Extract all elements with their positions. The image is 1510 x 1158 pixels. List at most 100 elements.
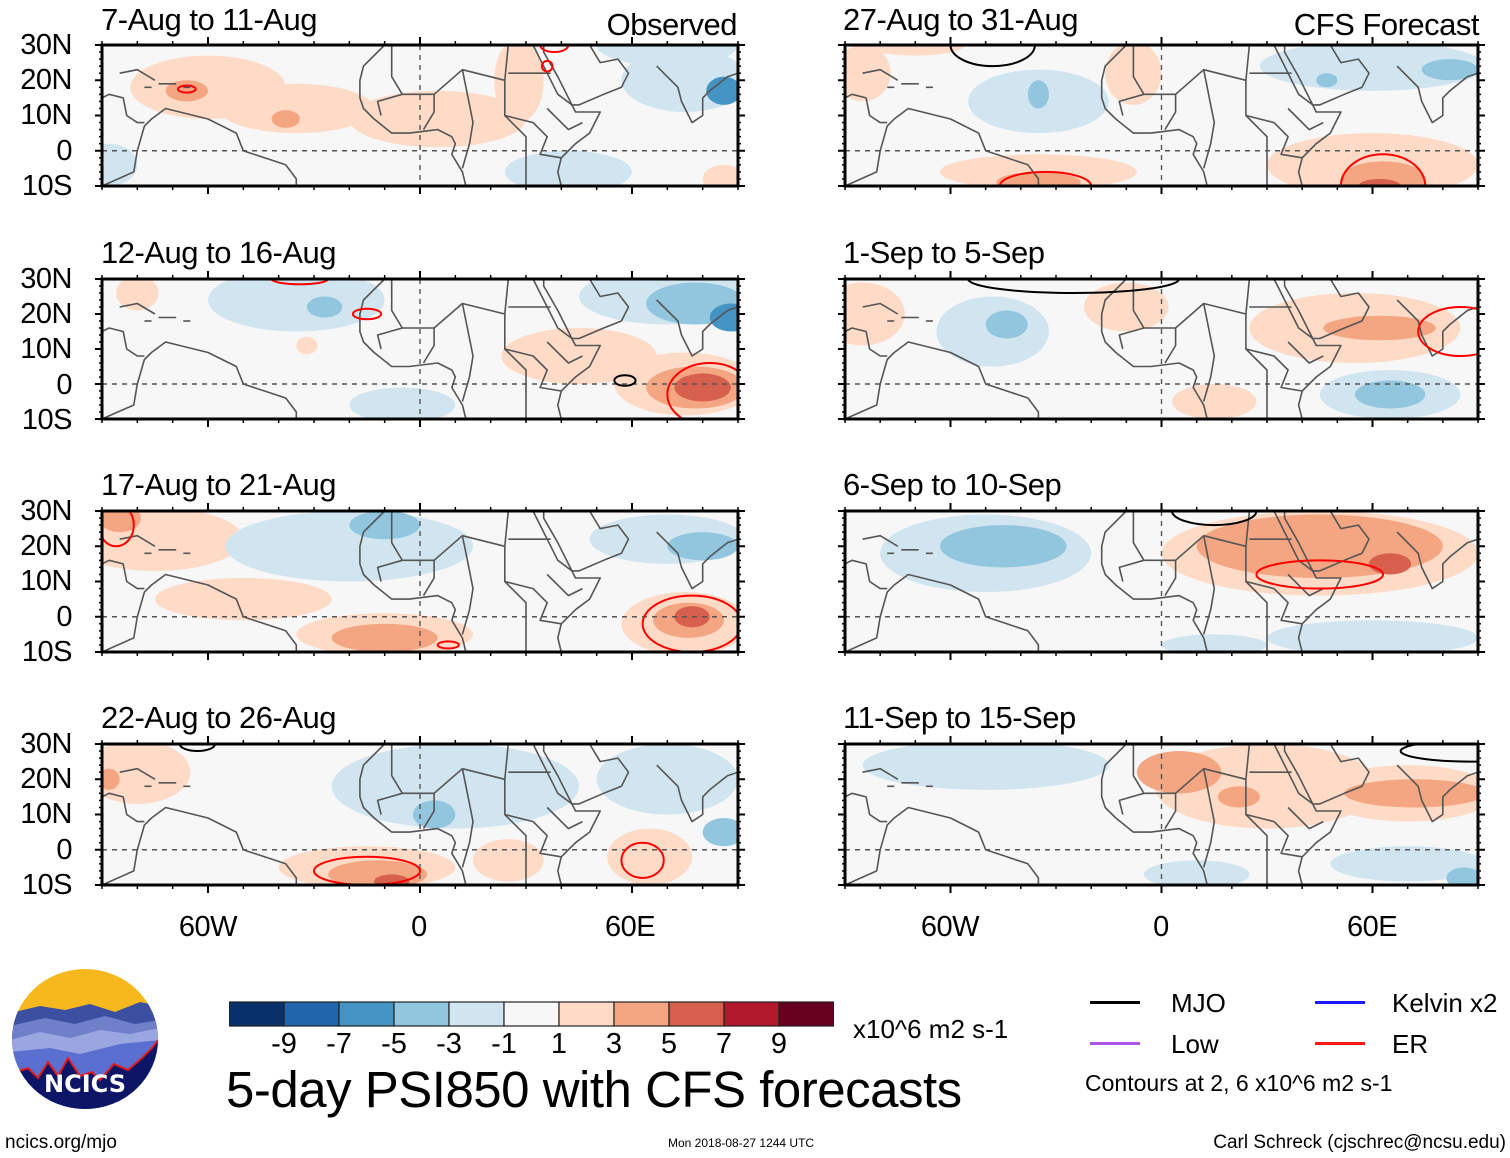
lat-tick-label: 10N bbox=[20, 99, 72, 132]
positive-anomaly-region bbox=[331, 623, 438, 652]
negative-anomaly-region bbox=[596, 45, 738, 67]
negative-anomaly-region bbox=[702, 818, 738, 847]
er-contour bbox=[666, 362, 738, 419]
coastline bbox=[1396, 65, 1478, 124]
coastline bbox=[532, 279, 601, 419]
lon-tick-label: 60W bbox=[920, 911, 980, 943]
negative-anomaly-region bbox=[349, 387, 456, 419]
mjo-contour bbox=[178, 744, 217, 753]
coastline bbox=[1273, 279, 1342, 419]
mjo-contour bbox=[967, 279, 1181, 294]
coastline bbox=[845, 806, 1040, 885]
colorbar-swatch bbox=[448, 1001, 505, 1027]
negative-anomaly-region bbox=[1316, 73, 1338, 88]
coastline bbox=[102, 341, 298, 419]
coastline bbox=[532, 744, 601, 885]
coastline bbox=[102, 93, 145, 124]
legend-label-kelvin: Kelvin x2 bbox=[1392, 988, 1498, 1018]
lat-tick-label: 10S bbox=[21, 635, 73, 668]
coastline bbox=[119, 302, 156, 315]
panel-title: 7-Aug to 11-Aug bbox=[101, 2, 317, 37]
coastline bbox=[422, 793, 435, 830]
coastline bbox=[1118, 792, 1145, 815]
coastline bbox=[504, 779, 527, 885]
negative-anomaly-region bbox=[102, 143, 138, 186]
coastline bbox=[1202, 303, 1216, 402]
coastline bbox=[1245, 580, 1303, 625]
mjo-contour bbox=[949, 45, 1036, 68]
coastline bbox=[1118, 327, 1145, 350]
negative-anomaly-region bbox=[1267, 620, 1478, 652]
coastline bbox=[1283, 279, 1370, 340]
colorbar-tick-label: -7 bbox=[326, 1028, 352, 1060]
negative-anomaly-region bbox=[1446, 867, 1478, 885]
lat-tick-label: 10N bbox=[20, 798, 72, 831]
coastline bbox=[1245, 779, 1268, 885]
negative-anomaly-region bbox=[306, 296, 343, 318]
coastline bbox=[1245, 348, 1303, 392]
er-contour bbox=[270, 279, 330, 286]
coastline bbox=[1287, 573, 1324, 597]
positive-anomaly-region bbox=[702, 164, 738, 186]
lat-tick-label: 20N bbox=[20, 530, 72, 563]
map-panel-forecast-3 bbox=[838, 503, 1485, 660]
coastline bbox=[1132, 744, 1251, 795]
lat-tick-label: 30N bbox=[20, 263, 72, 295]
coastline bbox=[1245, 114, 1303, 159]
coastline bbox=[102, 792, 145, 823]
coastline bbox=[1100, 511, 1208, 652]
coastline bbox=[102, 806, 298, 885]
positive-anomaly-region bbox=[296, 336, 318, 355]
positive-anomaly-region bbox=[271, 110, 300, 128]
coastline bbox=[1245, 80, 1268, 186]
coastline bbox=[1132, 511, 1251, 562]
legend-label-mjo: MJO bbox=[1171, 988, 1226, 1018]
positive-anomaly-region bbox=[501, 328, 657, 384]
map-panel-forecast-1 bbox=[838, 37, 1485, 194]
coastline bbox=[102, 559, 145, 590]
negative-anomaly-region bbox=[939, 525, 1067, 568]
colorbar-tick-label: 1 bbox=[550, 1028, 568, 1060]
positive-anomaly-region bbox=[102, 511, 141, 533]
coastline bbox=[1118, 93, 1145, 116]
negative-anomaly-region bbox=[1354, 380, 1426, 409]
ncics-logo: NCICS bbox=[12, 969, 158, 1109]
lat-tick-label: 10N bbox=[20, 565, 72, 598]
positive-anomaly-region bbox=[1084, 282, 1169, 332]
coastline bbox=[119, 767, 156, 780]
coastline bbox=[504, 114, 562, 159]
colorbar-tick-label: -1 bbox=[491, 1028, 517, 1060]
panel-title: 22-Aug to 26-Aug bbox=[101, 700, 337, 735]
legend-label-er: ER bbox=[1392, 1029, 1429, 1059]
positive-anomaly-region bbox=[102, 511, 244, 571]
coastline bbox=[1283, 744, 1370, 805]
negative-anomaly-region bbox=[706, 76, 738, 105]
colorbar-swatch bbox=[338, 1001, 395, 1027]
coastline bbox=[376, 559, 403, 582]
negative-anomaly-region bbox=[1027, 80, 1049, 109]
er-contour bbox=[1417, 306, 1478, 357]
er-contour bbox=[313, 855, 421, 885]
legend-swatch-low bbox=[1090, 1042, 1140, 1045]
map-panel-forecast-4 bbox=[838, 736, 1485, 893]
coastline bbox=[532, 511, 601, 652]
negative-anomaly-region bbox=[412, 800, 456, 829]
colorbar-swatch bbox=[668, 1001, 725, 1027]
coastline bbox=[845, 327, 888, 357]
coastline bbox=[546, 107, 583, 131]
lat-tick-label: 0 bbox=[56, 134, 72, 167]
negative-anomaly-region bbox=[331, 744, 579, 829]
map-panel-observed-4 bbox=[95, 736, 745, 893]
negative-anomaly-region bbox=[667, 532, 738, 561]
colorbar-tick-label: 7 bbox=[715, 1028, 733, 1060]
mjo-contour bbox=[1171, 511, 1258, 527]
panel-title: 6-Sep to 10-Sep bbox=[843, 467, 1062, 502]
coastline bbox=[102, 573, 298, 652]
colorbar-tick-label: 9 bbox=[770, 1028, 788, 1060]
coastline bbox=[1245, 314, 1268, 419]
coastline bbox=[1396, 531, 1478, 590]
colorbar-swatch bbox=[558, 1001, 615, 1027]
colorbar-tick-label: 3 bbox=[605, 1028, 623, 1060]
lon-tick-label: 0 bbox=[411, 911, 427, 943]
lat-tick-label: 20N bbox=[20, 298, 72, 331]
